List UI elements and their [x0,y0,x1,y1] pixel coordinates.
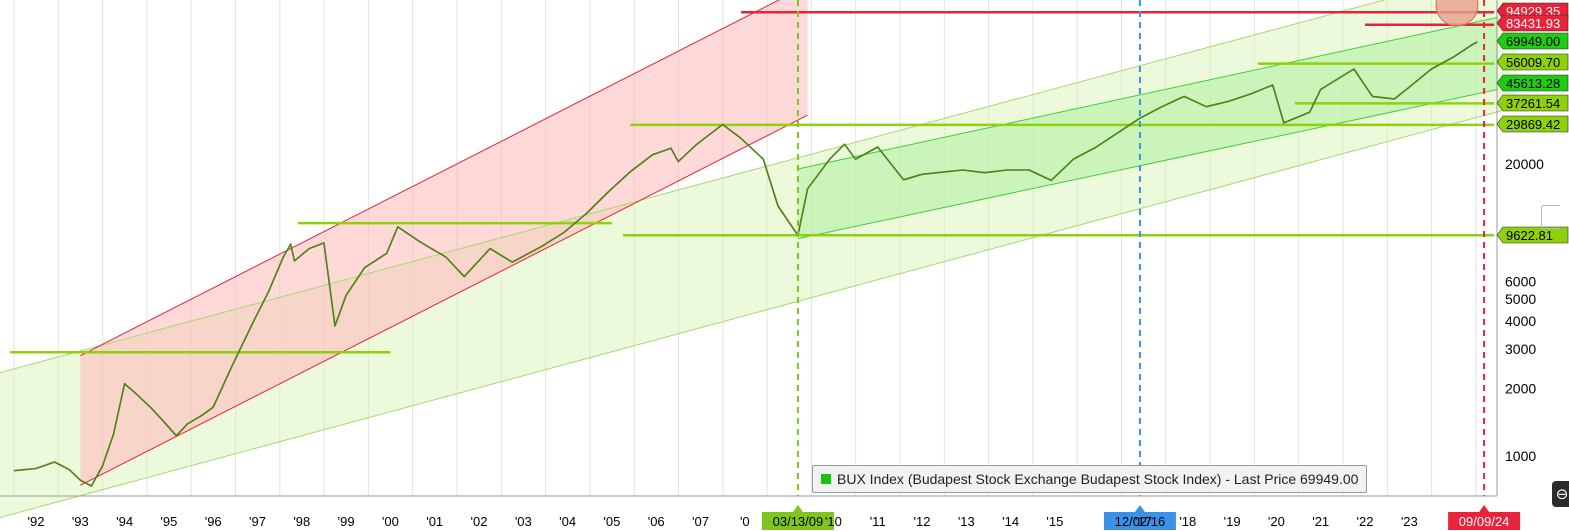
price-level-label: 37261.54 [1506,96,1560,111]
x-tick-label: '96 [205,514,222,529]
price-level-label: 56009.70 [1506,55,1560,70]
side-collapse-tab[interactable] [1541,205,1560,229]
x-tick-label: '03 [515,514,532,529]
x-tick-label: '0 [740,514,750,529]
x-tick-label: '92 [28,514,45,529]
x-tick-label: '97 [249,514,266,529]
y-tick-label: 4000 [1505,313,1536,329]
y-tick-label: 5000 [1505,291,1536,307]
x-tick-label: '22 [1357,514,1374,529]
legend-text: BUX Index (Budapest Stock Exchange Budap… [837,471,1359,487]
x-tick-label: '00 [382,514,399,529]
y-axis: 2000060005000400030002000100094929.35834… [1496,0,1569,496]
x-tick-label: '21 [1312,514,1329,529]
y-tick-label: 20000 [1505,156,1544,172]
x-tick-label: '10 [825,514,842,529]
channel-line [0,0,1387,374]
date-marker-tag [1448,512,1521,530]
date-marker-arrow [792,505,803,512]
price-level-label: 83431.93 [1506,16,1560,31]
price-level-tag [1496,32,1569,50]
x-tick-label: '04 [559,514,576,529]
price-level-tag [1496,115,1569,133]
price-level-label: 29869.42 [1506,117,1560,132]
price-level-tag [1496,74,1569,92]
channel-line [80,114,808,486]
y-tick-label: 2000 [1505,380,1536,396]
green-channel-band [797,17,1498,239]
x-tick-label: '18 [1179,514,1196,529]
channel-line [797,88,1499,240]
y-tick-label: 3000 [1505,341,1536,357]
date-marker-label: 09/09/24 [1459,514,1510,529]
x-tick-label: '19 [1224,514,1241,529]
x-tick-label: '02 [471,514,488,529]
x-tick-label: '95 [160,514,177,529]
target-circle [1435,0,1479,27]
date-marker-tag [761,512,834,530]
x-axis: '92 '93 '94 '95 '96 '97 '98 '99 '00 '01 '02 '03 '04 '… [0,495,1497,529]
price-level-label: 69949.00 [1506,34,1560,49]
legend: BUX Index (Budapest Stock Exchange Budap… [812,465,1368,493]
channel-line [80,0,780,357]
x-tick-label: '01 [426,514,443,529]
date-marker-arrow [1479,505,1490,512]
date-marker-label: 03/13/09 [773,514,824,529]
y-tick-label: 6000 [1505,273,1536,289]
x-tick-label: '99 [338,514,355,529]
series-line [13,41,1478,487]
y-tick-label: 1000 [1505,448,1536,464]
price-level-tag [1496,53,1569,71]
x-tick-label: '07 [692,514,709,529]
price-level-tag [1496,226,1569,244]
date-marker-arrow [1134,505,1145,512]
date-marker-tag [1103,512,1176,530]
price-level-label: 9622.81 [1506,228,1553,243]
price-level-label: 45613.28 [1506,76,1560,91]
x-tick-label: '12 [914,514,931,529]
legend-swatch [821,474,831,484]
date-markers: 03/13/09 12/02/16 09/09/24 [761,0,1521,530]
x-tick-label: '20 [1268,514,1285,529]
date-marker-label: 12/02/16 [1115,514,1166,529]
x-tick-label: '94 [116,514,133,529]
x-tick-label: '98 [293,514,310,529]
x-tick-label: '05 [603,514,620,529]
x-tick-label: '17 [1135,514,1152,529]
x-tick-label: '23 [1401,514,1418,529]
red-channel-band [80,0,808,486]
toolbar-toggle-icon[interactable]: ⊖ [1552,481,1569,507]
channel-line [797,16,1499,170]
x-tick-label: '06 [648,514,665,529]
x-tick-label: '13 [958,514,975,529]
x-tick-label: '15 [1046,514,1063,529]
channel-line [0,106,1517,519]
x-tick-label: '93 [72,514,89,529]
x-tick-label: '14 [1002,514,1019,529]
price-level-tag [1496,14,1569,32]
x-tick-label: '11 [870,514,886,529]
price-level-tag [1496,94,1569,112]
